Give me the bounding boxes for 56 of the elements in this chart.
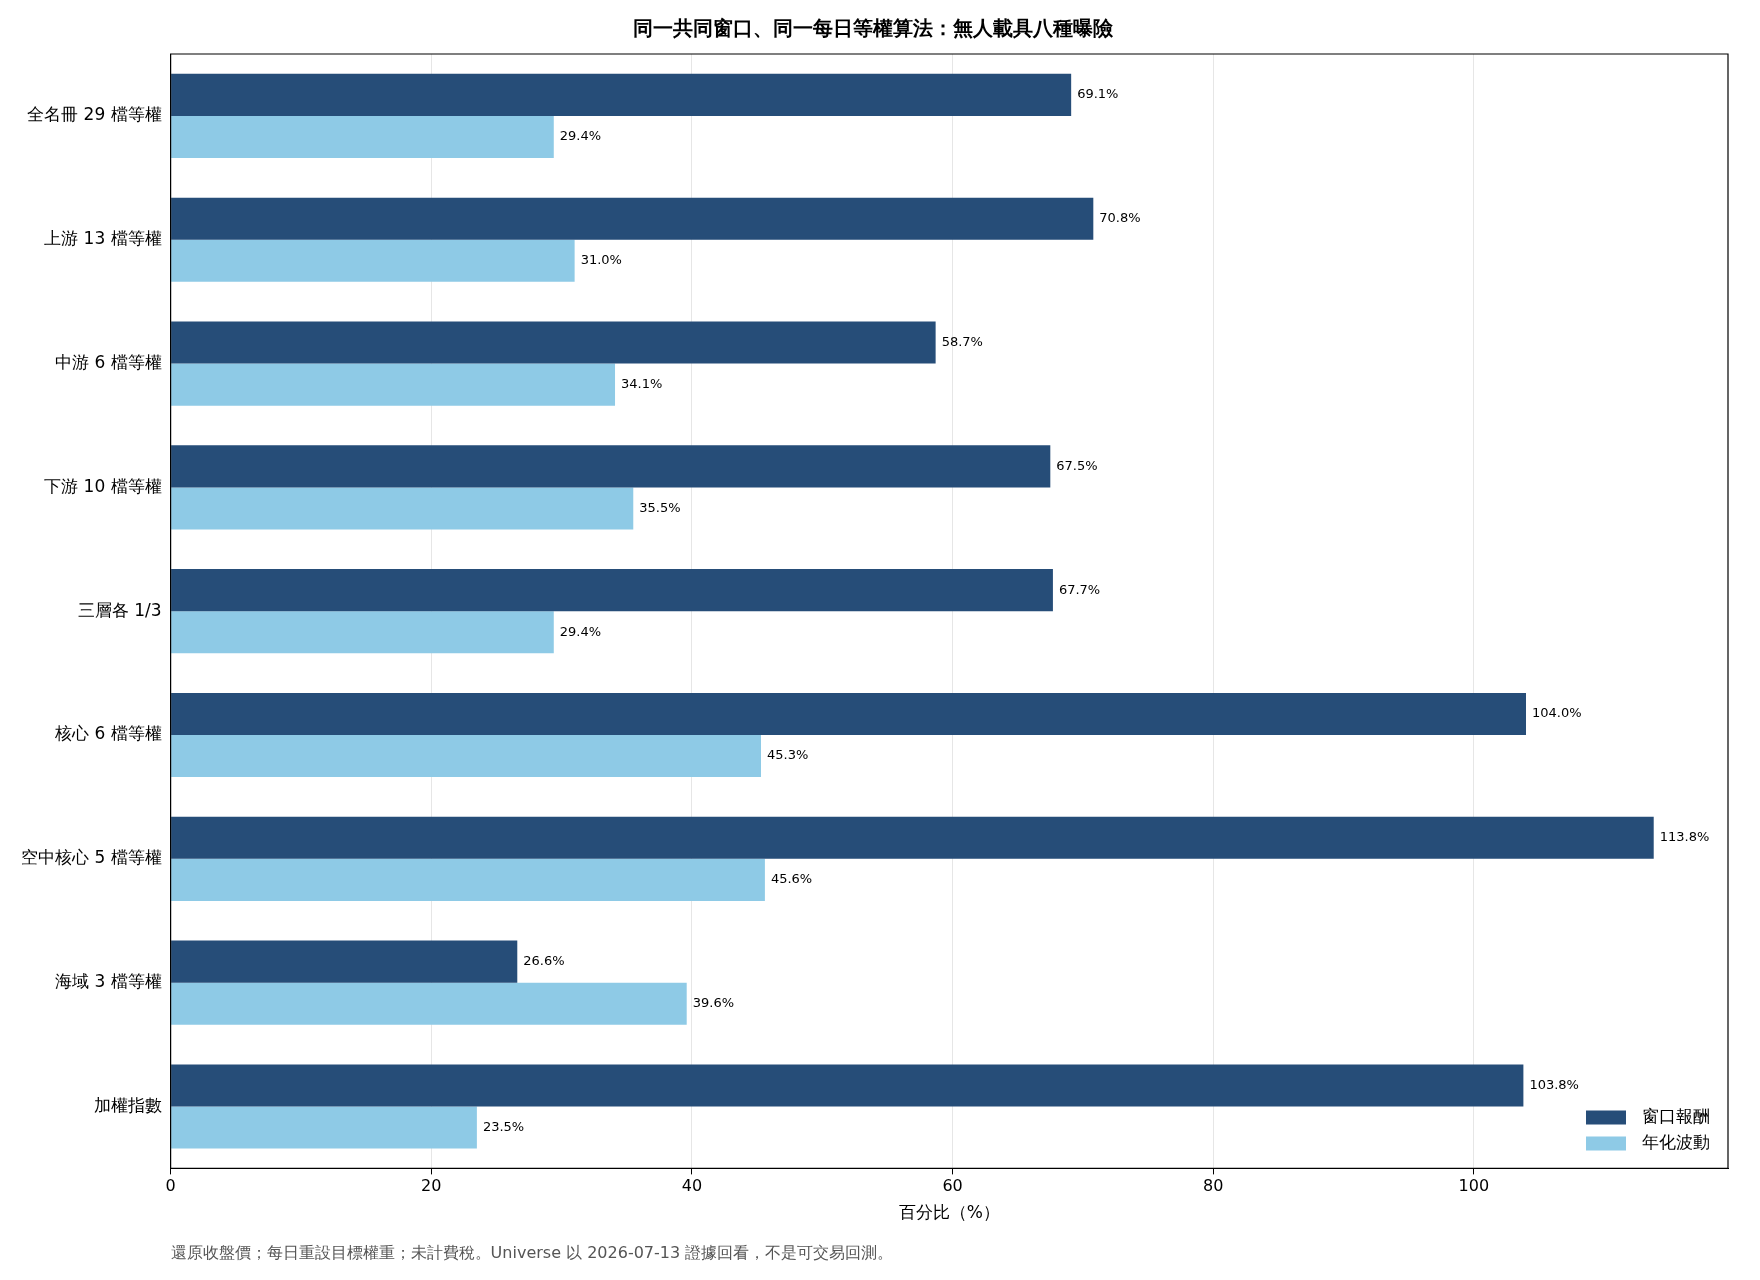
bar [171, 940, 518, 983]
y-tick-label: 加權指數 [93, 1094, 162, 1115]
y-tick-label: 海域 3 檔等權 [55, 971, 162, 992]
data-label: 31.0% [580, 252, 622, 268]
bar [171, 321, 936, 364]
bar [171, 445, 1051, 488]
y-tick-label: 中游 6 檔等權 [55, 351, 162, 372]
x-tick-label: 20 [421, 1176, 442, 1196]
data-label: 26.6% [523, 952, 565, 968]
x-tick-label: 0 [165, 1176, 176, 1196]
bar [171, 197, 1094, 240]
y-tick-label: 上游 13 檔等權 [44, 228, 162, 249]
y-tick-label: 三層各 1/3 [77, 599, 162, 620]
data-label: 35.5% [639, 499, 681, 515]
y-tick-label: 全名冊 29 檔等權 [27, 104, 162, 125]
data-label: 67.5% [1056, 457, 1098, 473]
bar [171, 239, 575, 282]
data-label: 69.1% [1077, 86, 1119, 102]
legend-label: 窗口報酬 [1642, 1105, 1710, 1126]
bar [171, 363, 616, 406]
y-tick-label: 空中核心 5 檔等權 [21, 847, 162, 868]
x-tick-label: 100 [1458, 1176, 1490, 1196]
bar [171, 692, 1526, 736]
bar [171, 73, 1072, 116]
bar [171, 115, 554, 159]
data-label: 113.8% [1659, 829, 1710, 845]
data-label: 23.5% [482, 1118, 525, 1134]
bar [171, 858, 765, 901]
data-label: 70.8% [1099, 210, 1141, 226]
bar [171, 611, 554, 654]
legend-label: 年化波動 [1642, 1131, 1710, 1152]
text: 還原收盤價；每日重設目標權重；未計費稅。Universe 以 2026-07-13 證據回看，不是可交易回測。 [170, 1243, 894, 1263]
data-label: 29.4% [559, 128, 602, 144]
x-tick-label: 60 [942, 1176, 963, 1196]
x-tick-label: 40 [681, 1176, 703, 1196]
data-label: 67.7% [1058, 581, 1101, 597]
bar [171, 735, 761, 778]
data-label: 103.8% [1529, 1076, 1579, 1092]
data-label: 58.7% [941, 333, 983, 349]
y-tick-label: 下游 10 檔等權 [44, 475, 162, 496]
data-label: 45.3% [766, 747, 809, 763]
bar [171, 816, 1654, 859]
bar [171, 1064, 1524, 1107]
y-tick-label: 核心 6 檔等權 [54, 723, 162, 744]
x-axis-title: 百分比（%） [898, 1202, 1000, 1223]
data-label: 34.1% [621, 375, 663, 391]
chart-title: 同一共同窗口、同一每日等權算法：無人載具八種曝險 [633, 16, 1114, 41]
bar [171, 1106, 477, 1149]
data-label: 104.0% [1532, 705, 1582, 721]
data-label: 29.4% [559, 623, 602, 639]
x-tick-label: 80 [1203, 1176, 1224, 1196]
data-label: 45.6% [770, 871, 813, 887]
bar [171, 982, 687, 1025]
bar [171, 569, 1053, 612]
bar [171, 487, 634, 530]
data-label: 39.6% [692, 995, 735, 1011]
